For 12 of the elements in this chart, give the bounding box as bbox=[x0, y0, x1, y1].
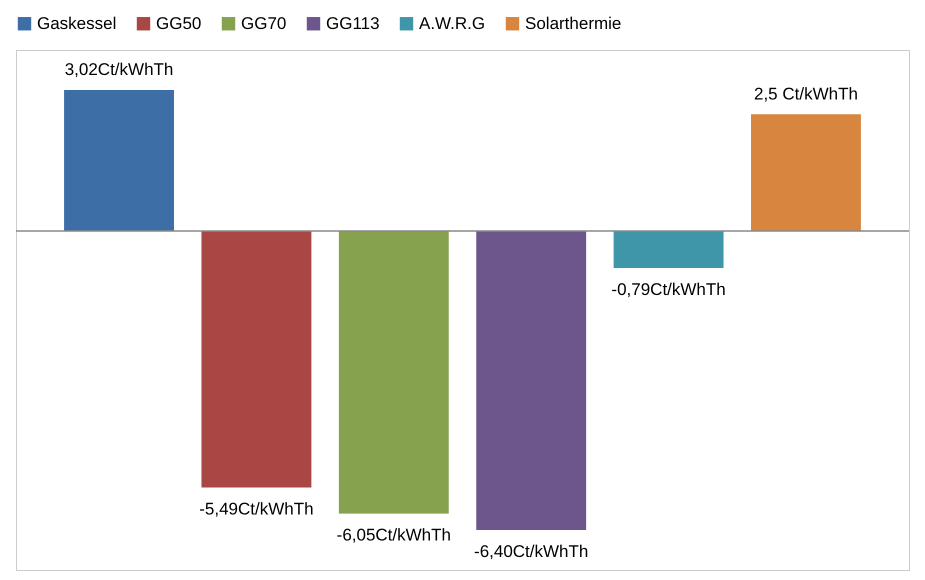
data-label: -5,49Ct/kWhTh bbox=[199, 499, 314, 518]
legend-label: A.W.R.G bbox=[419, 14, 486, 33]
data-label: -6,40Ct/kWhTh bbox=[474, 542, 588, 561]
legend-label: Gaskessel bbox=[37, 14, 116, 33]
legend-label: GG113 bbox=[326, 14, 380, 33]
data-label: 3,02Ct/kWhTh bbox=[64, 60, 174, 79]
data-label: -6,05Ct/kWhTh bbox=[336, 526, 451, 545]
data-label: -0,79Ct/kWhTh bbox=[611, 280, 726, 299]
data-label: 2,5 Ct/kWhTh bbox=[754, 84, 858, 104]
legend-label: GG50 bbox=[156, 14, 202, 33]
legend-label: GG70 bbox=[241, 14, 286, 33]
legend-label: Solarthermie bbox=[525, 14, 622, 33]
